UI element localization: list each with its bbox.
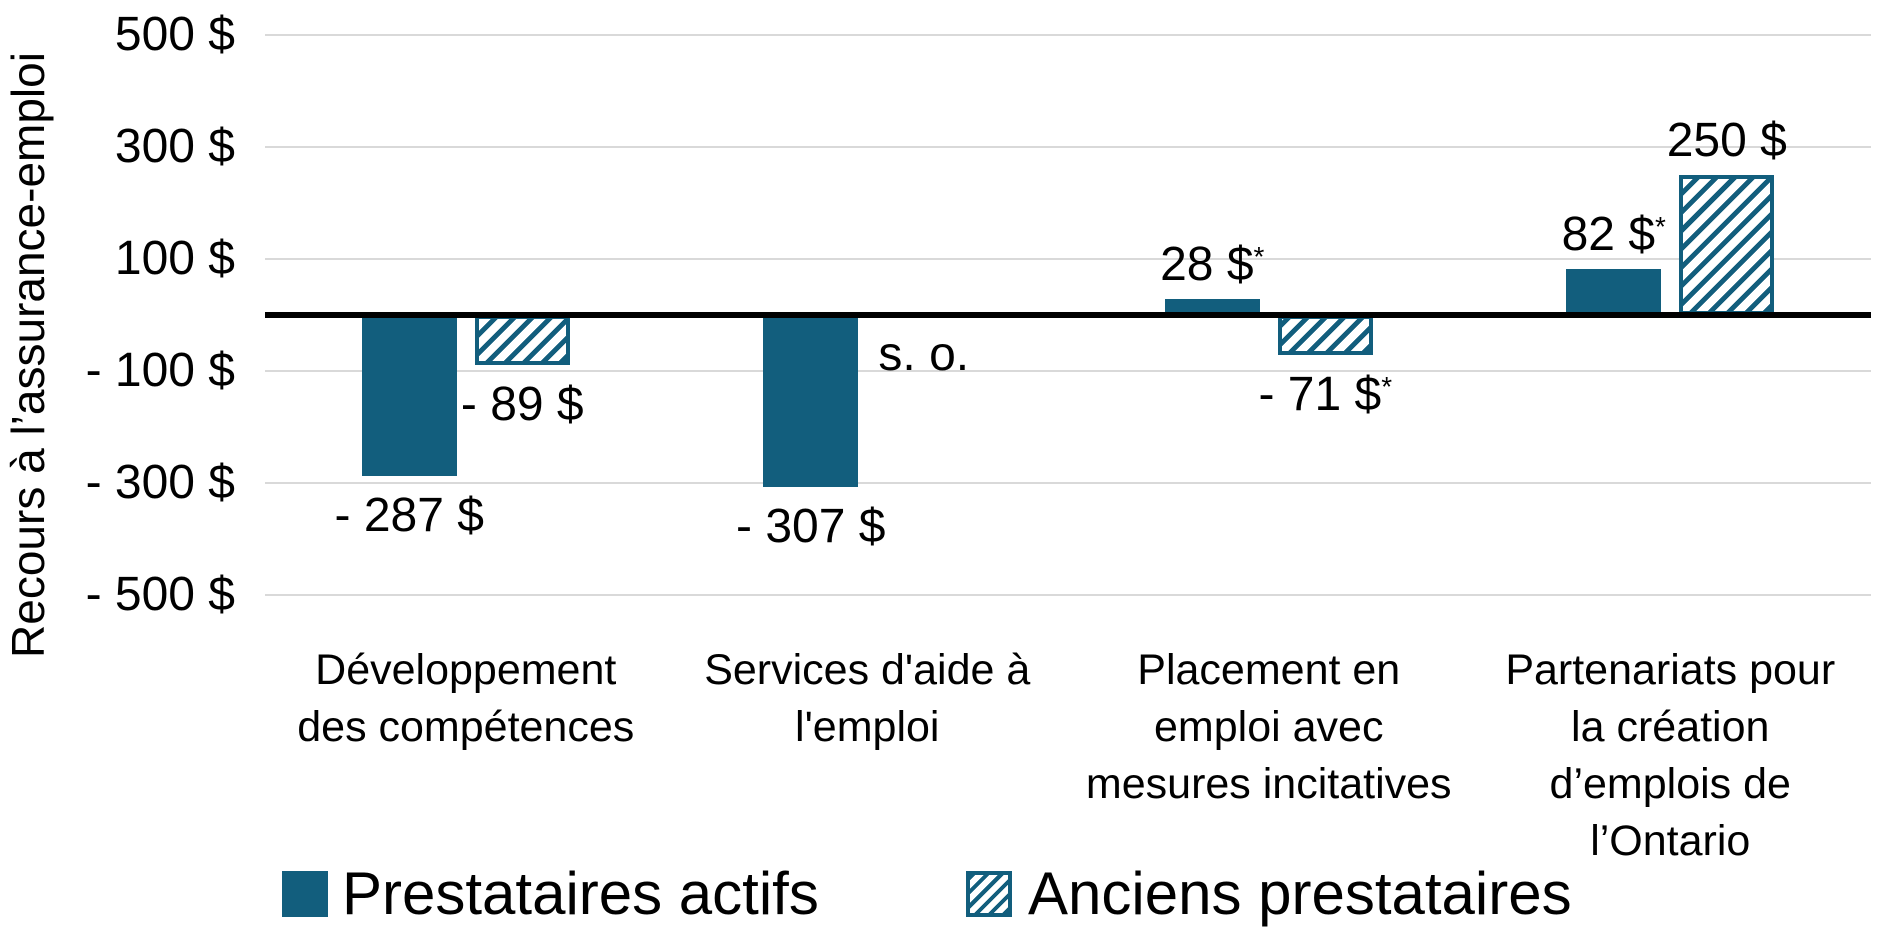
gridline <box>265 146 1871 148</box>
x-axis-zero-line <box>265 312 1871 318</box>
gridline <box>265 370 1871 372</box>
y-tick-label: - 100 $ <box>85 344 235 397</box>
gridline <box>265 594 1871 596</box>
data-label: 82 $* <box>1561 208 1666 262</box>
asterisk-footnote-marker: * <box>1253 241 1265 273</box>
legend-swatch-solid <box>282 871 328 917</box>
asterisk-footnote-marker: * <box>1655 211 1666 243</box>
category-label: Services d'aide à l'emploi <box>704 646 1031 751</box>
asterisk-footnote-marker: * <box>1381 370 1393 402</box>
gridline <box>265 34 1871 36</box>
data-label: - 89 $ <box>460 377 584 431</box>
category-label: Développement des compétences <box>297 646 635 751</box>
bar-anciens-prestataires <box>1277 315 1373 355</box>
legend-label: Anciens prestataires <box>1028 860 1572 927</box>
category-label: Placement en emploi avec mesures incitativ… <box>1085 646 1452 808</box>
not-applicable-label: s. o. <box>878 328 970 381</box>
legend-label: Prestataires actifs <box>342 860 819 927</box>
data-label: - 307 $ <box>736 499 886 553</box>
data-label: 250 $ <box>1666 114 1787 167</box>
y-tick-label: 300 $ <box>114 120 235 173</box>
y-tick-label: - 500 $ <box>85 568 235 621</box>
bar-prestataires-actifs <box>1164 299 1260 315</box>
bar-anciens-prestataires <box>474 315 570 365</box>
y-tick-label: 100 $ <box>114 232 235 285</box>
bar-anciens-prestataires <box>1679 175 1775 315</box>
category-label: Partenariats pour la création d’emplois de… <box>1505 646 1836 865</box>
data-label: 28 $* <box>1160 238 1265 292</box>
gridline <box>265 258 1871 260</box>
y-tick-label: 500 $ <box>114 8 235 61</box>
y-tick-label: - 300 $ <box>85 456 235 509</box>
legend-swatch-hatched <box>966 871 1012 917</box>
bar-prestataires-actifs <box>1566 269 1662 315</box>
data-label: - 71 $* <box>1258 367 1393 421</box>
gridline <box>265 482 1871 484</box>
bar-prestataires-actifs <box>763 315 859 487</box>
data-label: - 287 $ <box>334 488 484 542</box>
bar-prestataires-actifs <box>361 315 457 476</box>
